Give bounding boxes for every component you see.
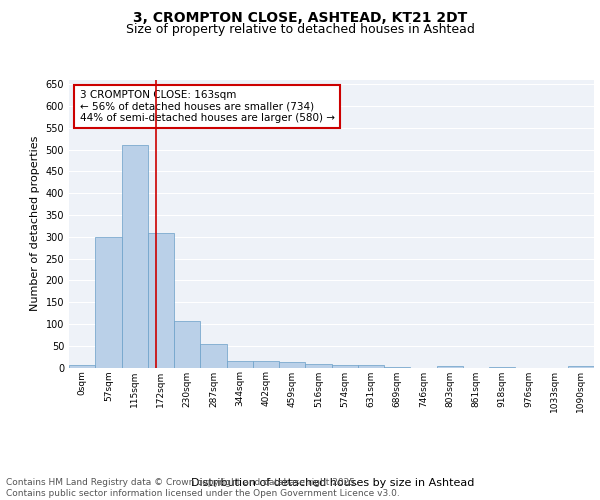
- Bar: [227, 362, 253, 368]
- Text: 3, CROMPTON CLOSE, ASHTEAD, KT21 2DT: 3, CROMPTON CLOSE, ASHTEAD, KT21 2DT: [133, 11, 467, 25]
- Text: 3 CROMPTON CLOSE: 163sqm
← 56% of detached houses are smaller (734)
44% of semi-: 3 CROMPTON CLOSE: 163sqm ← 56% of detach…: [79, 90, 335, 124]
- Bar: [121, 146, 148, 368]
- Text: Contains HM Land Registry data © Crown copyright and database right 2025.
Contai: Contains HM Land Registry data © Crown c…: [6, 478, 400, 498]
- Text: Distribution of detached houses by size in Ashtead: Distribution of detached houses by size …: [191, 478, 475, 488]
- Text: Size of property relative to detached houses in Ashtead: Size of property relative to detached ho…: [125, 22, 475, 36]
- Bar: [174, 321, 200, 368]
- Y-axis label: Number of detached properties: Number of detached properties: [30, 136, 40, 312]
- Bar: [489, 366, 515, 368]
- Bar: [568, 366, 594, 368]
- Bar: [437, 366, 463, 368]
- Bar: [148, 234, 174, 368]
- Bar: [331, 365, 358, 368]
- Bar: [200, 344, 227, 368]
- Bar: [95, 237, 121, 368]
- Bar: [305, 364, 331, 368]
- Bar: [358, 366, 384, 368]
- Bar: [253, 361, 279, 368]
- Bar: [69, 366, 95, 368]
- Bar: [279, 362, 305, 368]
